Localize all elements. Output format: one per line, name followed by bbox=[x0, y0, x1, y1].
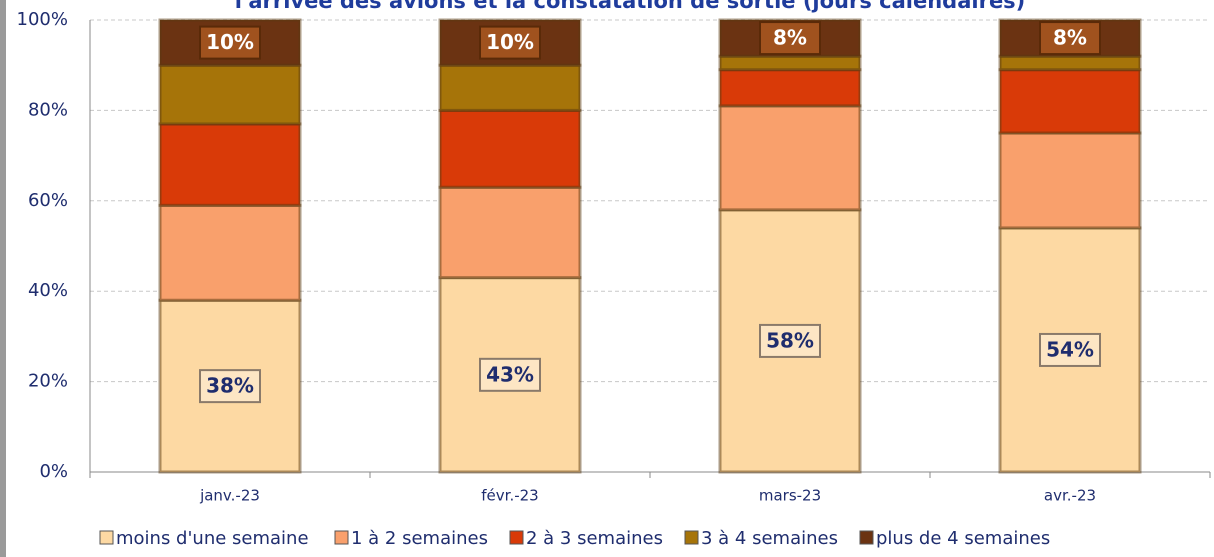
bar-segment bbox=[158, 203, 302, 302]
legend-label: 3 à 4 semaines bbox=[701, 528, 838, 549]
bar-segment bbox=[158, 63, 302, 126]
data-label: 43% bbox=[486, 362, 534, 386]
bar-segment bbox=[438, 185, 582, 280]
legend-swatch bbox=[334, 530, 349, 545]
x-tick-label: janv.-23 bbox=[199, 487, 260, 505]
bar-segment bbox=[718, 68, 862, 108]
label-box bbox=[1039, 332, 1101, 367]
bar-segment bbox=[718, 104, 862, 212]
legend-swatch bbox=[99, 530, 114, 545]
label-box bbox=[199, 25, 261, 60]
legend-swatch bbox=[859, 530, 874, 545]
data-label: 8% bbox=[773, 26, 807, 50]
y-tick-label: 80% bbox=[28, 99, 68, 120]
label-box bbox=[479, 25, 541, 60]
y-tick-label: 40% bbox=[28, 280, 68, 301]
legend-label: 2 à 3 semaines bbox=[526, 528, 663, 549]
frame-edge bbox=[0, 0, 6, 557]
label-box bbox=[199, 369, 261, 404]
y-tick-label: 60% bbox=[28, 190, 68, 211]
data-label: 8% bbox=[1053, 26, 1087, 50]
label-box bbox=[759, 21, 821, 56]
data-label: 54% bbox=[1046, 337, 1094, 361]
y-tick-label: 20% bbox=[28, 371, 68, 392]
x-tick-label: mars-23 bbox=[759, 487, 821, 505]
legend-label: moins d'une semaine bbox=[116, 528, 309, 549]
chart-title: l'arrivée des avions et la constatation … bbox=[235, 0, 1026, 13]
label-box bbox=[759, 323, 821, 358]
x-tick-label: févr.-23 bbox=[481, 487, 538, 505]
bar-segment bbox=[438, 108, 582, 189]
bar-segment bbox=[438, 63, 582, 112]
y-tick-label: 100% bbox=[17, 9, 68, 30]
label-box bbox=[1039, 21, 1101, 56]
data-label: 10% bbox=[206, 30, 254, 54]
bar-segment bbox=[158, 122, 302, 207]
legend-swatch bbox=[684, 530, 699, 545]
y-tick-label: 0% bbox=[39, 461, 68, 482]
legend-swatch bbox=[509, 530, 524, 545]
data-label: 10% bbox=[486, 30, 534, 54]
x-tick-label: avr.-23 bbox=[1044, 487, 1096, 505]
legend-label: 1 à 2 semaines bbox=[351, 528, 488, 549]
data-label: 38% bbox=[206, 374, 254, 398]
bar-segment bbox=[998, 68, 1142, 135]
legend-label: plus de 4 semaines bbox=[876, 528, 1050, 549]
bar-segment bbox=[998, 54, 1142, 72]
label-box bbox=[479, 357, 541, 392]
data-label: 58% bbox=[766, 328, 814, 352]
bar-segment bbox=[718, 54, 862, 72]
bar-segment bbox=[998, 131, 1142, 230]
